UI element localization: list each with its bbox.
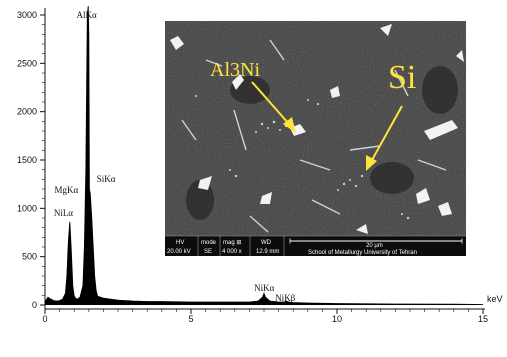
info-header-hv: HV xyxy=(176,240,184,246)
info-value-mag: 4 000 x xyxy=(222,249,242,255)
peak-label: AlKα xyxy=(77,10,97,20)
x-tick-label: 10 xyxy=(332,314,342,324)
al3ni-callout-label: Al3Ni xyxy=(210,59,260,81)
sem-callout-arrows xyxy=(251,81,403,171)
y-tick-label: 0 xyxy=(32,300,37,310)
x-tick-label: 0 xyxy=(42,314,47,324)
al3ni-arrow xyxy=(251,81,290,125)
x-axis-unit-label: keV xyxy=(487,294,503,304)
si-arrow xyxy=(371,105,403,161)
y-axis-ticks: 0 500 1000 1500 2000 2500 3000 xyxy=(17,10,45,310)
y-tick-label: 1500 xyxy=(17,155,37,165)
y-tick-label: 2500 xyxy=(17,58,37,68)
x-axis-ticks: 0 5 10 15 xyxy=(42,309,488,324)
sem-fine-dots xyxy=(195,95,410,220)
info-header-mag: mag ⊞ xyxy=(223,240,241,246)
peak-label: MgKα xyxy=(55,185,79,195)
institution-text: School of Metallurgy University of Tehra… xyxy=(308,250,417,256)
sem-dark-grains xyxy=(186,66,458,220)
y-tick-label: 1000 xyxy=(17,203,37,213)
axes xyxy=(44,8,485,310)
info-value-hv: 20.00 kV xyxy=(167,249,191,255)
peak-label: NiKα xyxy=(254,283,274,293)
peak-label: SiKα xyxy=(97,174,116,184)
y-tick-label: 500 xyxy=(22,252,37,262)
sem-grain-texture xyxy=(165,21,466,256)
x-tick-label: 15 xyxy=(478,314,488,324)
info-header-wd: WD xyxy=(261,240,272,246)
info-header-mode: mode xyxy=(201,240,217,246)
info-value-wd: 12.9 mm xyxy=(256,249,279,255)
si-callout-label: Si xyxy=(388,59,416,96)
y-tick-label: 2000 xyxy=(17,107,37,117)
al3ni-arrowhead xyxy=(283,117,296,133)
x-tick-label: 5 xyxy=(188,314,193,324)
sem-info-bar: HV mode mag ⊞ WD 20.00 kV SE 4 000 x 12.… xyxy=(165,235,466,256)
sem-micrograph-inset: Al3Ni Si HV mode mag ⊞ WD 20.00 kV SE 4 … xyxy=(165,21,466,256)
peak-label: NiKβ xyxy=(275,293,295,303)
spectrum-series-line xyxy=(44,5,484,305)
scale-bar-text: 20 µm xyxy=(366,243,383,249)
si-arrowhead xyxy=(366,155,377,171)
peak-label: NiLα xyxy=(54,208,73,218)
y-tick-label: 3000 xyxy=(17,10,37,20)
sem-bright-particles xyxy=(170,24,464,234)
info-value-mode: SE xyxy=(204,249,212,255)
sem-eutectic-streaks xyxy=(181,39,447,233)
